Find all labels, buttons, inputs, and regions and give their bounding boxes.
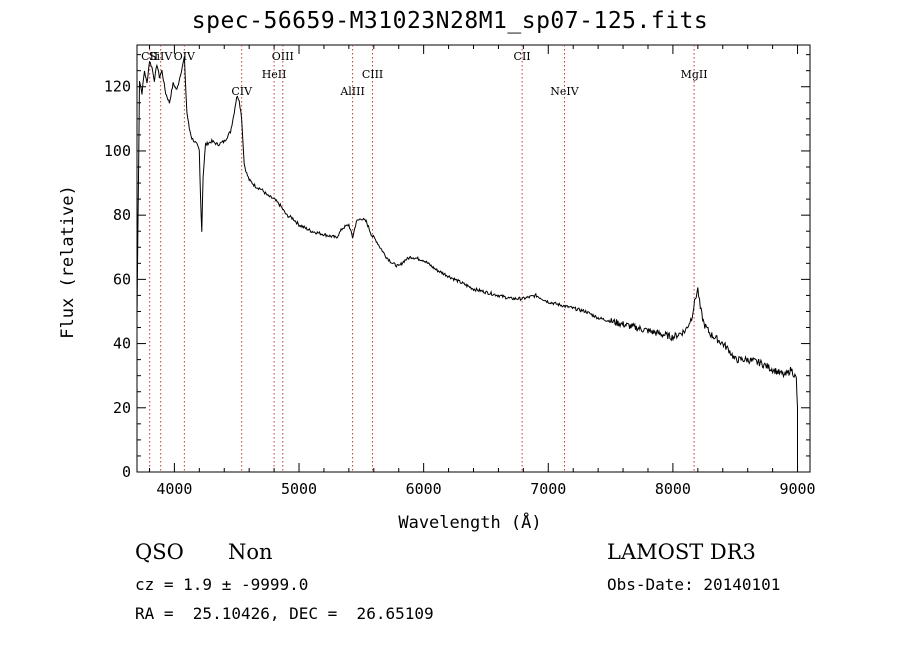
x-tick-label: 5000 (281, 480, 317, 498)
line-marker-label: CII (141, 50, 158, 63)
plot-frame (136, 44, 811, 473)
line-marker-label: MgII (681, 68, 708, 81)
line-marker-label: HeII (262, 68, 287, 81)
obs-date: Obs-Date: 20140101 (607, 575, 781, 594)
y-tick-label: 100 (104, 142, 131, 160)
line-marker-label: AlIII (339, 85, 365, 98)
line-marker-label: CIV (231, 85, 253, 98)
x-tick-label: 7000 (530, 480, 566, 498)
line-marker-label: CII (514, 50, 531, 63)
line-marker-label: CIII (362, 68, 383, 81)
x-axis-label: Wavelength (Å) (398, 511, 541, 533)
line-marker-label: OIII (272, 50, 294, 63)
x-tick-label: 6000 (406, 480, 442, 498)
y-tick-label: 40 (113, 335, 131, 353)
y-axis-label: Flux (relative) (58, 185, 78, 339)
line-marker-label: NeIV (550, 85, 579, 98)
x-tick-label: 9000 (779, 480, 815, 498)
line-marker-label: SiIV (149, 50, 173, 63)
axis-ticks: 4000 5000 6000 7000 8000 9000 0 20 40 60 80 100 120 (104, 45, 816, 498)
coordinates: RA = 25.10426, DEC = 26.65109 (135, 604, 434, 623)
spectrum-line (136, 56, 798, 472)
x-tick-label: 8000 (655, 480, 691, 498)
survey-label: LAMOST DR3 (607, 540, 756, 564)
y-tick-label: 80 (113, 206, 131, 224)
x-tick-label: 4000 (156, 480, 192, 498)
series-group (136, 56, 798, 472)
y-tick-label: 0 (122, 463, 131, 481)
chart-title: spec-56659-M31023N28M1_sp07-125.fits (191, 8, 709, 34)
y-tick-label: 20 (113, 399, 131, 417)
cz-value: cz = 1.9 ± -9999.0 (135, 575, 309, 594)
subclass-label: Non (228, 540, 273, 564)
y-tick-label: 120 (104, 78, 131, 96)
class-label: QSO (135, 540, 184, 564)
y-tick-label: 60 (113, 270, 131, 288)
